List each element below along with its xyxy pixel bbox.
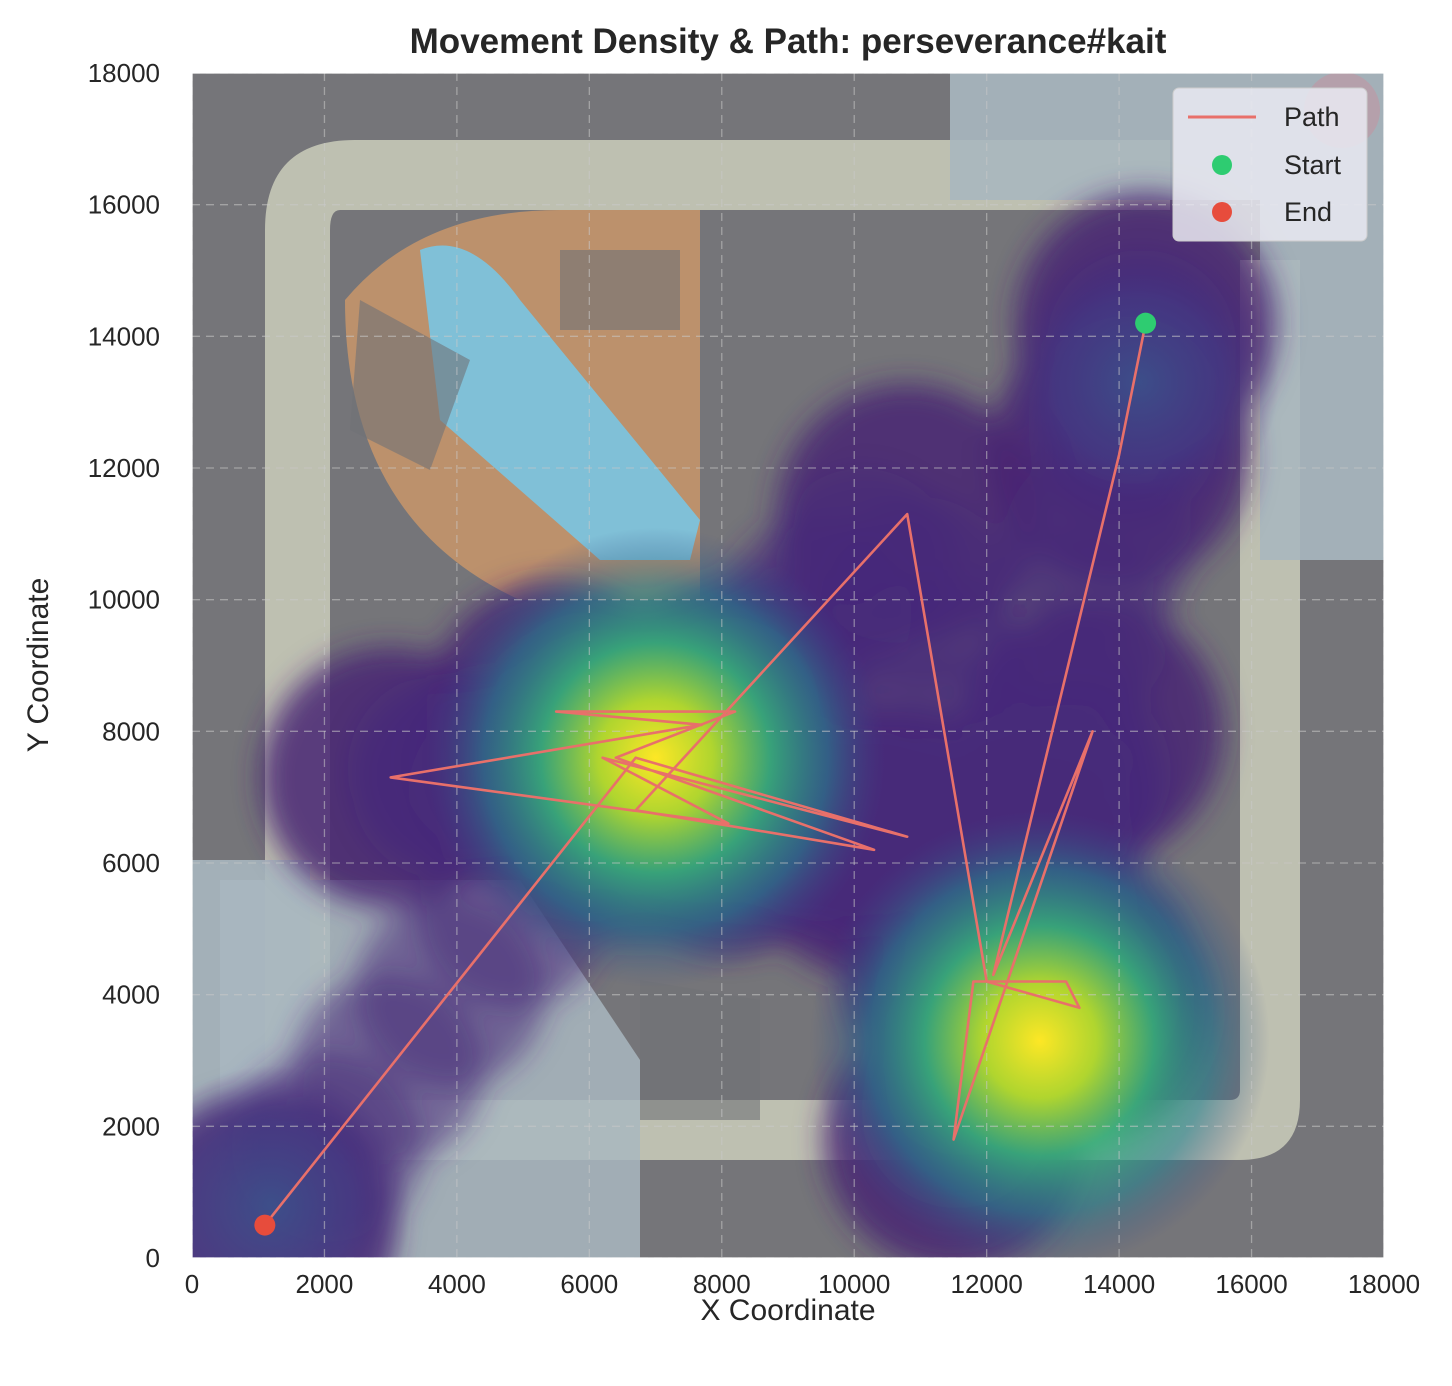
legend-end-label: End — [1284, 197, 1332, 227]
chart-title: Movement Density & Path: perseverance#ka… — [410, 22, 1167, 61]
x-tick-label: 16000 — [1215, 1269, 1287, 1299]
legend-path-label: Path — [1284, 102, 1340, 132]
density-hotspot — [425, 527, 886, 988]
y-tick-label: 2000 — [102, 1111, 160, 1141]
x-tick-label: 14000 — [1083, 1269, 1155, 1299]
x-tick-label: 2000 — [296, 1269, 354, 1299]
x-tick-label: 10000 — [818, 1269, 890, 1299]
y-tick-label: 0 — [146, 1243, 160, 1273]
x-tick-label: 6000 — [560, 1269, 618, 1299]
grid — [192, 73, 1384, 1258]
start-marker — [1135, 312, 1157, 334]
density-hotspot — [809, 810, 1270, 1258]
y-tick-label: 14000 — [88, 321, 160, 351]
x-tick-label: 12000 — [951, 1269, 1023, 1299]
x-tick-label: 18000 — [1348, 1269, 1420, 1299]
y-tick-label: 12000 — [88, 453, 160, 483]
legend: Path Start End — [1172, 87, 1368, 242]
density-hotspot — [998, 242, 1279, 523]
legend-start-swatch — [1212, 155, 1232, 175]
y-tick-label: 4000 — [102, 980, 160, 1010]
path-layer — [254, 312, 1157, 1236]
density-hotspot — [192, 1065, 412, 1258]
plot-frame — [191, 72, 1385, 1259]
x-tick-label: 8000 — [693, 1269, 751, 1299]
path-line — [263, 322, 1147, 1226]
x-ticks: 0 2000 4000 6000 8000 10000 12000 14000 16000 180… — [185, 1269, 1420, 1299]
y-tick-label: 6000 — [102, 848, 160, 878]
legend-end-swatch — [1212, 202, 1232, 222]
legend-start-label: Start — [1284, 150, 1342, 180]
end-marker — [254, 1214, 276, 1236]
x-axis-label: X Coordinate — [700, 1294, 875, 1327]
x-tick-label: 0 — [185, 1269, 199, 1299]
y-axis-label: Y Coordinate — [22, 578, 55, 753]
x-tick-label: 4000 — [428, 1269, 486, 1299]
y-tick-label: 18000 — [88, 58, 160, 88]
y-tick-label: 10000 — [88, 585, 160, 615]
y-tick-label: 16000 — [88, 190, 160, 220]
y-tick-label: 8000 — [102, 716, 160, 746]
y-ticks: 0 2000 4000 6000 8000 10000 12000 14000 16000 180… — [88, 58, 160, 1273]
